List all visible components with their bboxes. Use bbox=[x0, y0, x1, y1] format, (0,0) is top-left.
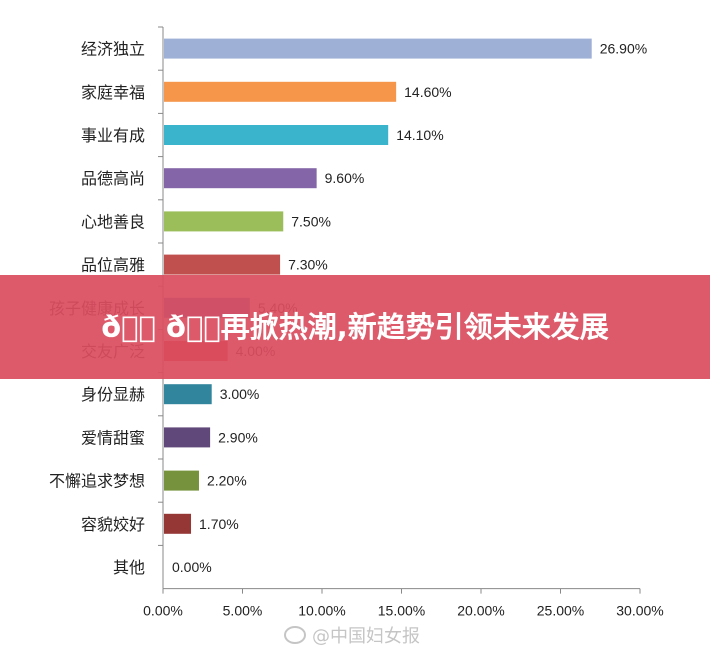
bar bbox=[164, 254, 281, 275]
bar bbox=[164, 81, 397, 102]
x-tick-label: 5.00% bbox=[223, 603, 263, 619]
value-label: 2.20% bbox=[207, 473, 247, 489]
bar bbox=[164, 427, 211, 448]
banner-headline: ð🏻🏻 ð🏻🏻再掀热潮,新趋势引领未来发展 bbox=[101, 310, 609, 344]
overlay-banner[interactable]: ð🏻🏻 ð🏻🏻再掀热潮,新趋势引领未来发展 bbox=[0, 275, 710, 379]
value-label: 0.00% bbox=[172, 559, 212, 575]
category-label: 身份显赫 bbox=[81, 385, 145, 404]
category-label: 心地善良 bbox=[81, 212, 145, 231]
watermark: @中国妇女报 bbox=[284, 622, 420, 648]
x-tick-label: 15.00% bbox=[378, 603, 425, 619]
value-label: 14.10% bbox=[396, 127, 443, 143]
category-label: 爱情甜蜜 bbox=[81, 428, 145, 447]
bar bbox=[164, 470, 199, 491]
category-label: 事业有成 bbox=[81, 126, 145, 145]
value-label: 9.60% bbox=[325, 170, 365, 186]
weibo-icon bbox=[284, 626, 306, 644]
category-label: 家庭幸福 bbox=[81, 83, 145, 102]
watermark-text: @中国妇女报 bbox=[312, 626, 420, 647]
value-label: 3.00% bbox=[220, 386, 260, 402]
x-tick-label: 25.00% bbox=[537, 603, 584, 619]
category-label: 品德高尚 bbox=[81, 169, 145, 188]
value-label: 14.60% bbox=[404, 84, 451, 100]
category-label: 其他 bbox=[113, 558, 145, 577]
x-tick-label: 10.00% bbox=[298, 603, 345, 619]
category-label: 容貌姣好 bbox=[81, 515, 145, 534]
bar bbox=[164, 513, 192, 534]
value-label: 1.70% bbox=[199, 516, 239, 532]
value-label: 7.30% bbox=[288, 257, 328, 273]
category-label: 经济独立 bbox=[81, 40, 145, 59]
bar bbox=[164, 125, 389, 145]
value-label: 2.90% bbox=[218, 429, 258, 445]
x-tick-label: 30.00% bbox=[616, 603, 663, 619]
bar bbox=[164, 168, 317, 189]
bar bbox=[164, 384, 212, 405]
value-label: 26.90% bbox=[600, 41, 647, 57]
category-label: 不懈追求梦想 bbox=[49, 472, 145, 491]
x-tick-label: 0.00% bbox=[143, 603, 183, 619]
bar bbox=[164, 38, 592, 59]
value-label: 7.50% bbox=[291, 213, 331, 229]
category-label: 品位高雅 bbox=[81, 256, 145, 275]
x-tick-label: 20.00% bbox=[457, 603, 504, 619]
bar bbox=[164, 211, 284, 232]
